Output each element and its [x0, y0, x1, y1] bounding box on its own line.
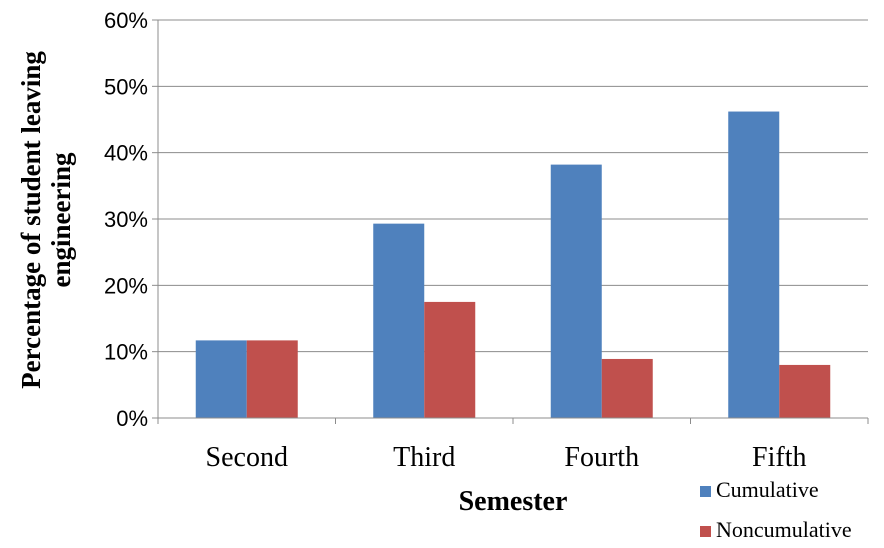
- bar-cumulative-second: [195, 340, 247, 418]
- x-tick-label: Fifth: [752, 442, 806, 473]
- bar-noncumulative-third: [424, 301, 476, 418]
- bar-cumulative-fourth: [550, 164, 602, 418]
- y-tick-label: 60%: [104, 8, 148, 33]
- legend: Cumulative Noncumulative: [700, 477, 852, 542]
- y-tick-label: 40%: [104, 141, 148, 166]
- y-axis: 0% 10% 20% 30% 40% 50% 60%: [104, 8, 159, 431]
- bar-cumulative-third: [373, 223, 425, 418]
- y-tick-label: 30%: [104, 207, 148, 232]
- y-tick-label: 20%: [104, 273, 148, 298]
- y-axis-label-line-2: engineering: [46, 152, 76, 287]
- x-tick-label: Third: [393, 442, 455, 473]
- x-tick-label: Fourth: [564, 442, 639, 473]
- legend-label-noncumulative: Noncumulative: [716, 517, 852, 542]
- bar-noncumulative-fifth: [779, 364, 831, 418]
- y-tick-label: 0%: [116, 406, 148, 431]
- y-tick-label: 50%: [104, 74, 148, 99]
- bar-cumulative-fifth: [728, 111, 780, 418]
- y-axis-label: Percentage of student leaving engineerin…: [16, 51, 76, 389]
- bar-noncumulative-fourth: [601, 358, 653, 418]
- legend-swatch-cumulative: [700, 486, 711, 497]
- x-axis-label: Semester: [459, 486, 568, 517]
- y-axis-label-line-1: Percentage of student leaving: [16, 51, 46, 389]
- bar-noncumulative-second: [246, 340, 298, 418]
- x-axis: Second Third Fourth Fifth: [157, 417, 869, 473]
- legend-swatch-noncumulative: [700, 526, 711, 537]
- x-tick-label: Second: [206, 442, 288, 473]
- legend-label-cumulative: Cumulative: [716, 477, 819, 502]
- bars: [195, 111, 831, 418]
- y-tick-label: 10%: [104, 340, 148, 365]
